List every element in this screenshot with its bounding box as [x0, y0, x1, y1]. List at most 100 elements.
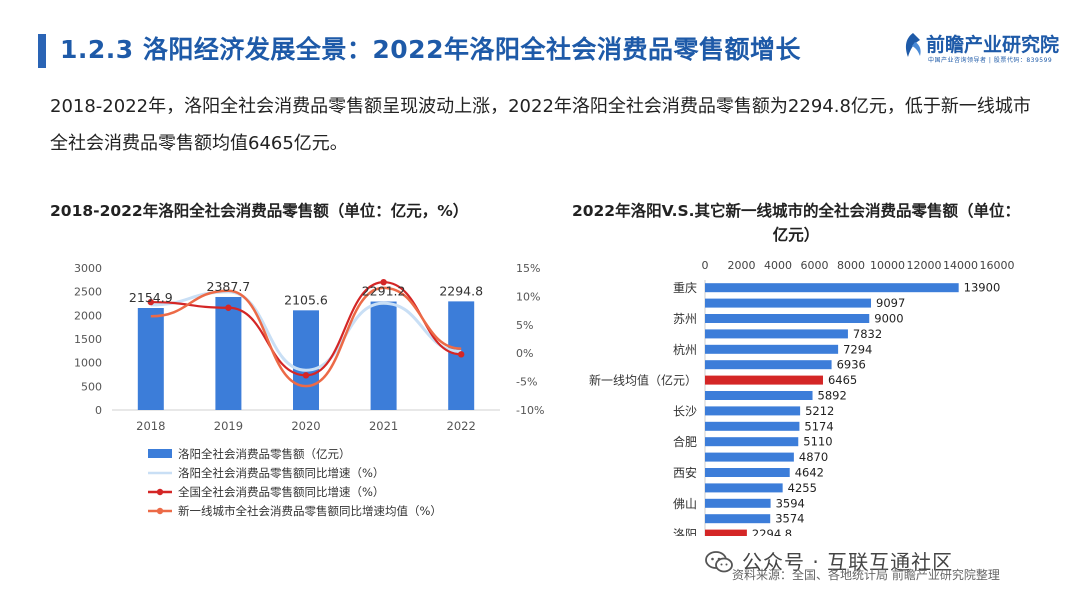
x-tick-label: 14000	[943, 259, 978, 272]
bar-value-label: 6465	[828, 373, 857, 387]
legend-marker	[156, 507, 164, 515]
x-tick-label: 8000	[837, 259, 865, 272]
legend-label: 全国全社会消费品零售额同比增速（%）	[178, 485, 384, 499]
category-label: 佛山	[673, 497, 697, 511]
legend-swatch	[148, 449, 172, 458]
category-label: 重庆	[673, 281, 697, 295]
bar	[705, 298, 872, 308]
category-label: 苏州	[673, 312, 697, 326]
logo-mark-icon	[905, 33, 921, 57]
city-comparison-bar-chart: 0 2000 4000 6000 8000 10000 12000 14000 16000 139…	[589, 259, 1015, 536]
right-chart-title: 2022年洛阳V.S.其它新一线城市的全社会消费品零售额（单位：亿元）	[571, 202, 1021, 244]
bar	[705, 406, 801, 416]
bar-value-label: 5892	[818, 389, 847, 403]
line-point	[380, 279, 387, 286]
category-label: 新一线均值（亿元）	[589, 373, 697, 388]
category-label: 洛阳	[673, 527, 697, 536]
x-tick-label: 10000	[870, 259, 905, 272]
x-tick-label: 2021	[369, 419, 398, 433]
bar-value-label: 5174	[804, 419, 833, 433]
y2-tick-label: 0%	[516, 347, 533, 360]
source-note: 资料来源：全国、各地统计局 前瞻产业研究院整理	[732, 568, 1000, 582]
title-accent-bar	[38, 34, 46, 68]
retail-sales-combo-chart: 0 500 1000 1500 2000 2500 3000 -10% -5% 0% 5% 10% 15…	[74, 262, 544, 518]
logo-subtext: 中国产业咨询领导者 | 股票代码：839599	[928, 57, 1053, 64]
bar	[705, 529, 747, 536]
bar	[705, 329, 848, 339]
bar	[705, 391, 813, 400]
page-title: 1.2.3 洛阳经济发展全景：2022年洛阳全社会消费品零售额增长	[60, 35, 801, 64]
bar	[370, 301, 397, 410]
legend-label: 洛阳全社会消费品零售额同比增速（%）	[178, 466, 384, 480]
x-tick-label: 2000	[728, 259, 756, 272]
bar	[705, 344, 839, 354]
line-point	[302, 372, 310, 379]
y-tick-label: 1500	[74, 333, 102, 346]
left-chart-title: 2018-2022年洛阳全社会消费品零售额（单位：亿元，%）	[50, 202, 469, 220]
series-line	[150, 281, 462, 377]
bar	[705, 437, 799, 447]
y-tick-label: 0	[95, 404, 102, 417]
legend-label: 新一线城市全社会消费品零售额同比增速均值（%）	[178, 504, 442, 518]
summary-paragraph: 2018-2022年，洛阳全社会消费品零售额呈现波动上涨，2022年洛阳全社会消…	[50, 96, 1031, 154]
y2-tick-label: -10%	[516, 404, 544, 417]
bar-value-label: 7294	[843, 342, 872, 356]
bar-value-label: 2154.9	[129, 290, 173, 305]
x-tick-label: 2019	[214, 419, 243, 433]
x-tick-label: 16000	[980, 259, 1015, 272]
bar-value-label: 9097	[876, 296, 905, 310]
bar-value-label: 2105.6	[284, 292, 328, 307]
bar-value-label: 3574	[775, 512, 804, 526]
series-line	[150, 286, 462, 388]
bar	[137, 308, 164, 410]
bar	[705, 421, 800, 431]
bar-value-label: 6936	[837, 358, 866, 372]
category-label: 长沙	[673, 404, 697, 418]
y2-tick-label: -5%	[516, 376, 537, 389]
x-tick-label: 6000	[801, 259, 829, 272]
bar	[705, 498, 771, 508]
bar-value-label: 4255	[788, 481, 817, 495]
category-label: 杭州	[673, 342, 697, 357]
y2-tick-label: 5%	[516, 319, 533, 332]
brand-logo: 前瞻产业研究院 中国产业咨询领导者 | 股票代码：839599	[902, 30, 1059, 66]
bar-value-label: 3594	[776, 496, 805, 510]
bar-value-label: 2291.2	[362, 284, 406, 299]
y2-tick-label: 10%	[516, 290, 540, 303]
line-point	[225, 304, 232, 311]
bar-value-label: 7832	[853, 327, 882, 341]
y-tick-label: 500	[81, 380, 102, 393]
x-tick-label: 2018	[136, 419, 165, 433]
bar	[705, 314, 870, 323]
line-point	[458, 351, 465, 358]
bar-value-label: 4870	[799, 450, 828, 464]
legend-label: 洛阳全社会消费品零售额（亿元）	[178, 447, 351, 461]
y2-tick-label: 15%	[516, 262, 540, 275]
bar-value-label: 2294.8	[439, 283, 483, 298]
bar	[215, 296, 242, 410]
bar	[705, 452, 794, 462]
line-point	[147, 298, 154, 306]
bar-value-label: 13900	[964, 281, 1001, 295]
bar-value-label: 4642	[795, 466, 824, 480]
bar	[705, 483, 783, 493]
bar-value-label: 2294.8	[752, 527, 792, 536]
y-tick-label: 3000	[74, 262, 102, 275]
y-tick-label: 2500	[74, 286, 102, 299]
x-tick-label: 4000	[764, 259, 792, 272]
x-tick-label: 2020	[291, 419, 320, 433]
bar	[705, 468, 790, 477]
x-tick-label: 0	[702, 259, 709, 272]
wechat-icon	[705, 551, 733, 573]
bar-value-label: 5212	[805, 404, 834, 418]
bar	[293, 310, 319, 410]
logo-text: 前瞻产业研究院	[926, 34, 1060, 56]
bar	[705, 360, 832, 370]
legend-marker	[156, 488, 164, 496]
category-label: 西安	[673, 465, 697, 480]
bar-value-label: 5110	[803, 435, 832, 449]
bar-value-label: 9000	[874, 312, 903, 326]
x-tick-label: 2022	[447, 419, 476, 433]
bar	[705, 375, 823, 385]
y-tick-label: 2000	[74, 309, 102, 322]
